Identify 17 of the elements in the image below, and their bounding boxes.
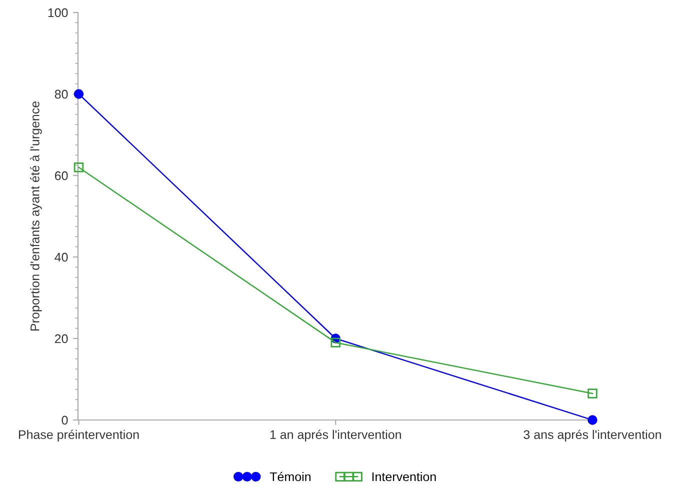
y-tick-label: 40 [54,252,68,262]
y-tick-label: 0 [62,416,68,425]
x-tick-label: Phase préintervention [18,430,139,442]
legend-label: Témoin [270,472,310,482]
x-tick-label: 3 ans aprés l'intervention [524,430,661,442]
point [588,388,598,398]
point [74,162,84,172]
y-tick-label: 60 [54,171,68,180]
point [74,89,84,99]
point [330,338,340,348]
y-tick-label: 100 [48,8,68,18]
y-axis-title: Proportion d'enfants ayant été à l'urgence [30,101,42,331]
x-tick-label: 1 an aprés l'intervention [270,430,401,442]
y-tick-label: 80 [54,90,68,99]
y-tick-label: 20 [54,334,68,344]
point [588,415,598,425]
legend-label: Intervention [372,472,436,482]
